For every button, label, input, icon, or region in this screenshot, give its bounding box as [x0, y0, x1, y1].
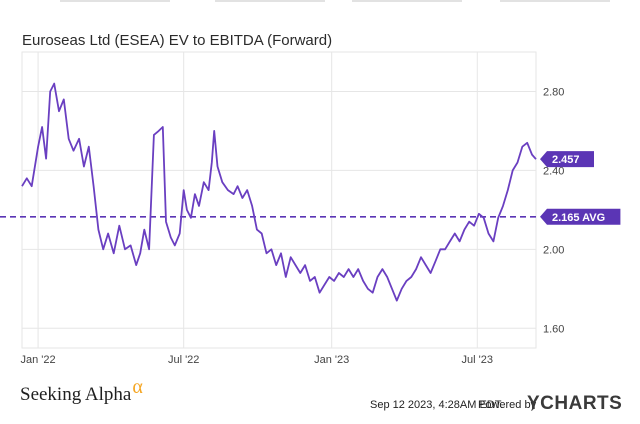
chart-title: Euroseas Ltd (ESEA) EV to EBITDA (Forwar… — [22, 32, 333, 49]
y-tick-label: 2.00 — [543, 244, 564, 256]
average-label: 2.165 AVG — [552, 212, 605, 224]
y-tick-label: 2.80 — [543, 86, 564, 98]
top-strip-segment — [60, 0, 170, 2]
alpha-icon: α — [132, 376, 143, 398]
seeking-alpha-text: Seeking Alpha — [20, 384, 132, 405]
top-strip-segment — [500, 0, 610, 2]
plot-area-frame — [21, 51, 537, 349]
y-tick-label: 2.40 — [543, 165, 564, 177]
last-value-tag — [540, 151, 594, 168]
top-strip-segment — [352, 0, 462, 2]
x-tick-label: Jul '22 — [168, 354, 199, 366]
series-line — [21, 82, 537, 302]
timestamp: Sep 12 2023, 4:28AM EDT. — [370, 399, 504, 411]
ycharts-logo[interactable]: YCHARTS — [527, 393, 623, 414]
top-strip-segment — [215, 0, 325, 2]
top-strip — [0, 0, 640, 8]
y-tick-label: 1.60 — [543, 323, 564, 335]
powered-by-label: Powered by — [478, 399, 537, 411]
seeking-alpha-logo[interactable]: Seeking Alphaα — [20, 376, 143, 406]
x-tick-label: Jan '22 — [21, 354, 56, 366]
last-value-label: 2.457 — [552, 154, 580, 166]
average-tag — [540, 208, 621, 225]
x-tick-label: Jan '23 — [314, 354, 349, 366]
x-tick-label: Jul '23 — [462, 354, 493, 366]
